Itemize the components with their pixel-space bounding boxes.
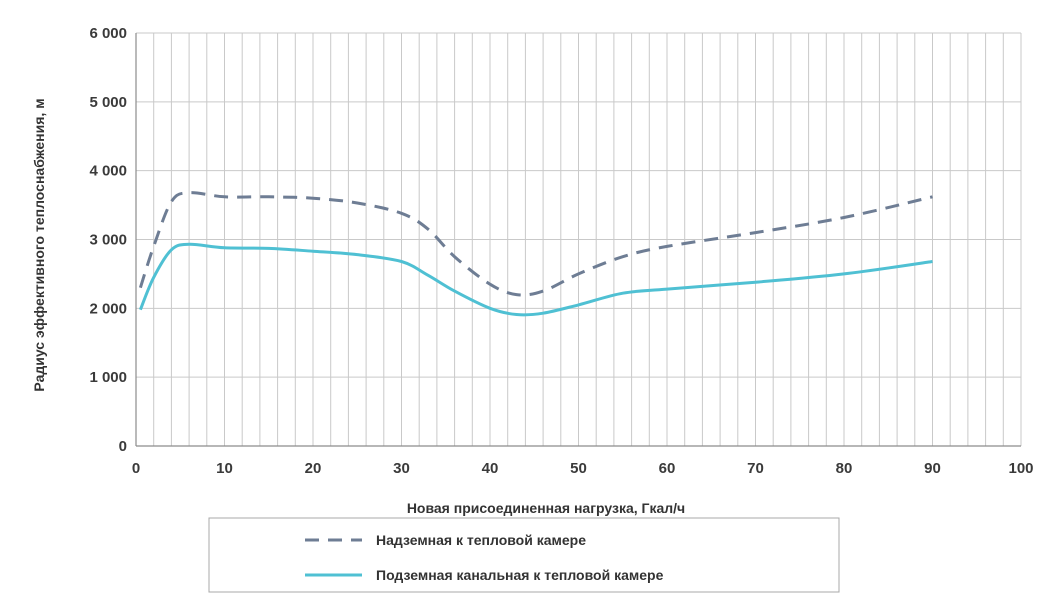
x-tick-label: 70 xyxy=(747,460,764,477)
axes xyxy=(135,33,1021,447)
series-group xyxy=(138,191,933,317)
series-line-above-ground-dashed xyxy=(138,191,933,297)
x-tick-label: 60 xyxy=(659,460,676,477)
y-tick-label: 2 000 xyxy=(89,300,127,317)
x-tick-label: 50 xyxy=(570,460,587,477)
x-tick-label: 0 xyxy=(132,460,140,477)
y-tick-label: 5 000 xyxy=(89,94,127,111)
y-tick-label: 6 000 xyxy=(89,25,127,42)
y-tick-label: 4 000 xyxy=(89,163,127,180)
y-axis-ticks: 0 1 000 2 000 3 000 4 000 5 000 6 000 xyxy=(89,25,127,455)
legend-label-underground: Подземная канальная к тепловой камере xyxy=(376,567,664,583)
legend: Надземная к тепловой камере Подземная ка… xyxy=(208,517,840,593)
legend-label-above-ground: Надземная к тепловой камере xyxy=(376,532,586,548)
y-axis-title: Радиус эффективного теплоснабжения, м xyxy=(31,98,47,391)
x-axis-ticks: 0 10 20 30 40 50 60 70 80 90 100 xyxy=(132,460,1034,477)
y-tick-label: 1 000 xyxy=(89,369,127,386)
x-tick-label: 100 xyxy=(1008,460,1033,477)
x-tick-label: 30 xyxy=(393,460,410,477)
y-tick-label: 3 000 xyxy=(89,232,127,249)
x-tick-label: 40 xyxy=(482,460,499,477)
grid xyxy=(136,32,1022,446)
x-tick-label: 20 xyxy=(305,460,322,477)
y-tick-label: 0 xyxy=(119,438,127,455)
legend-box xyxy=(208,517,840,593)
x-tick-label: 10 xyxy=(216,460,233,477)
x-axis-title: Новая присоединенная нагрузка, Гкал/ч xyxy=(407,500,685,516)
x-tick-label: 90 xyxy=(924,460,941,477)
x-tick-label: 80 xyxy=(836,460,853,477)
series-line-underground-solid xyxy=(139,242,933,317)
